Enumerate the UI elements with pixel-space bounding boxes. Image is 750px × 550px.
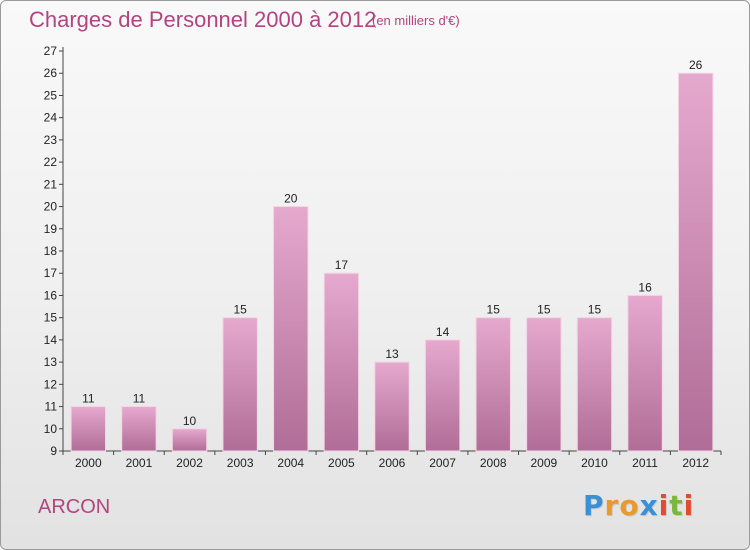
x-tick-label: 2012 <box>682 456 709 470</box>
x-tick-label: 2001 <box>126 456 153 470</box>
bar-value-label: 15 <box>588 303 602 317</box>
y-tick-label: 19 <box>44 222 58 236</box>
x-tick-label: 2004 <box>277 456 304 470</box>
place-name: ARCON <box>38 496 111 518</box>
bar <box>374 361 410 452</box>
y-tick-label: 25 <box>44 88 58 102</box>
x-tick-label: 2010 <box>581 456 608 470</box>
bar-value-label: 10 <box>183 414 197 428</box>
y-tick-label: 20 <box>44 200 58 214</box>
y-tick-label: 22 <box>44 155 58 169</box>
y-tick-label: 16 <box>44 288 58 302</box>
bar <box>677 72 714 452</box>
x-tick-label: 2005 <box>328 456 355 470</box>
x-tick-label: 2003 <box>227 456 254 470</box>
bar-value-label: 15 <box>537 303 551 317</box>
bar <box>627 294 663 452</box>
y-tick-label: 24 <box>44 111 58 125</box>
y-axis: 9 10 11 12 13 14 15 16 17 18 19 20 21 22 23 24 25 26 27 <box>44 44 64 458</box>
bar-value-label: 20 <box>284 192 298 206</box>
bar-value-label: 13 <box>385 347 399 361</box>
y-tick-label: 26 <box>44 66 58 80</box>
y-tick-label: 18 <box>44 244 58 258</box>
proxiti-logo: Proxiti <box>583 489 694 522</box>
y-tick-label: 14 <box>44 333 58 347</box>
y-tick-label: 15 <box>44 311 58 325</box>
y-tick-label: 11 <box>45 400 58 414</box>
x-tick-label: 2006 <box>379 456 406 470</box>
y-tick-label: 27 <box>44 44 58 58</box>
logo-letter: o <box>619 489 640 522</box>
chart-title: Charges de Personnel 2000 à 2012 <box>29 7 377 32</box>
x-tick-label: 2011 <box>632 456 658 470</box>
bar-value-label: 17 <box>335 258 349 272</box>
y-tick-label: 21 <box>44 177 58 191</box>
y-tick-label: 10 <box>44 422 58 436</box>
logo-letter: t <box>669 489 684 522</box>
x-tick-label: 2008 <box>480 456 507 470</box>
y-tick-label: 9 <box>50 444 57 458</box>
x-axis: 2000 2001 2002 2003 2004 2005 2006 2007 2008 2009… <box>62 450 722 470</box>
bars: 11 11 10 15 20 17 13 14 15 15 15 16 26 <box>70 58 714 452</box>
bar-value-label: 11 <box>82 392 95 406</box>
bar <box>70 406 107 452</box>
bar <box>576 317 613 452</box>
bar <box>526 317 562 452</box>
bar <box>424 339 461 452</box>
x-tick-label: 2007 <box>429 456 456 470</box>
bar <box>475 317 511 452</box>
x-tick-label: 2002 <box>176 456 203 470</box>
bar-value-label: 14 <box>436 325 450 339</box>
bar-value-label: 26 <box>689 58 703 72</box>
y-tick-label: 23 <box>44 133 58 147</box>
bar-value-label: 16 <box>638 280 652 294</box>
bar <box>121 406 157 452</box>
bar-value-label: 11 <box>133 392 146 406</box>
x-tick-label: 2009 <box>530 456 557 470</box>
bar <box>222 317 258 452</box>
bar <box>323 272 360 452</box>
bar <box>171 428 208 452</box>
bar-value-label: 15 <box>233 303 247 317</box>
logo-letter: x <box>639 489 659 522</box>
logo-letter: i <box>683 489 695 522</box>
y-tick-label: 13 <box>44 355 58 369</box>
chart-subtitle: (en milliers d'€) <box>372 13 460 28</box>
logo-letter: r <box>604 489 620 522</box>
bar <box>273 206 309 452</box>
x-tick-label: 2000 <box>75 456 102 470</box>
logo-letter: i <box>658 489 670 522</box>
y-tick-label: 12 <box>44 377 58 391</box>
logo-letter: P <box>583 489 605 522</box>
y-tick-label: 17 <box>44 266 58 280</box>
bar-value-label: 15 <box>487 303 501 317</box>
